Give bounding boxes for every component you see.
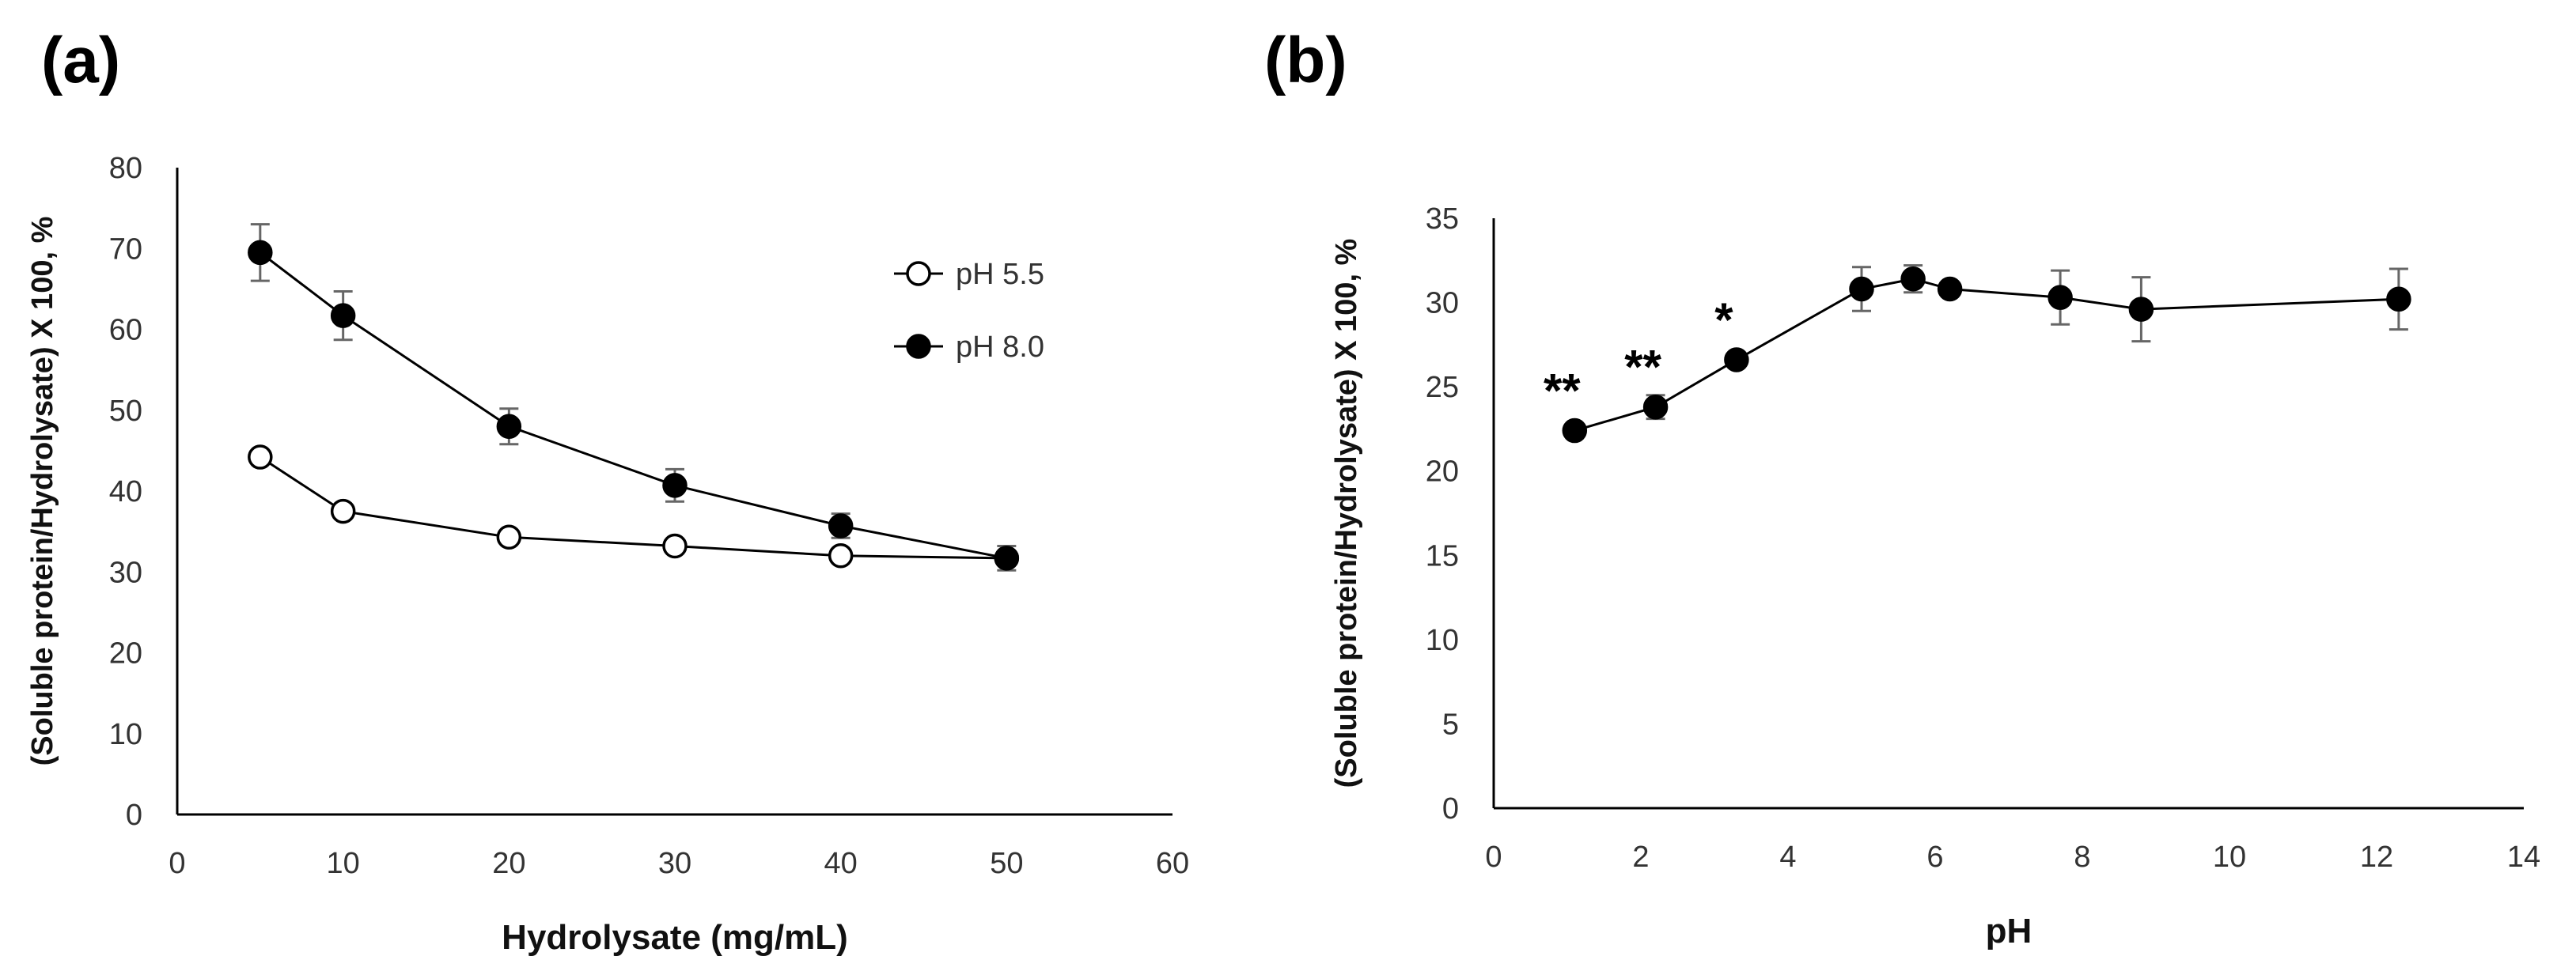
x-axis-title: pH — [1986, 912, 2032, 950]
y-tick-label: 0 — [1442, 792, 1459, 826]
significance-marker: * — [1714, 293, 1733, 346]
y-tick-label: 10 — [109, 718, 142, 751]
legend-label: pH 5.5 — [956, 258, 1044, 291]
x-axis-title: Hydrolysate (mg/mL) — [502, 918, 848, 957]
data-point-filled — [662, 473, 688, 498]
y-tick-label: 70 — [109, 232, 142, 266]
data-point-open — [496, 524, 522, 550]
y-tick-label: 0 — [126, 799, 142, 832]
data-point-filled — [1849, 276, 1874, 302]
data-point-open — [828, 543, 854, 569]
chart-panel-b: (b) 0 5 10 15 20 25 30 35 0 2 4 6 8 10 12 14 pH (Soluble p… — [1264, 25, 2540, 950]
series-1 — [1562, 264, 2411, 444]
series-line — [259, 455, 1007, 560]
data-point-filled — [1724, 347, 1749, 372]
x-tick-label: 8 — [2074, 841, 2090, 874]
y-tick-label: 50 — [109, 395, 142, 428]
x-tick-label: 50 — [990, 847, 1023, 880]
significance-marker: ** — [1544, 365, 1581, 418]
x-tick-label: 4 — [1779, 841, 1796, 874]
y-tick-label: 80 — [109, 152, 142, 185]
data-point-filled — [1642, 394, 1669, 420]
y-tick-label: 25 — [1426, 371, 1459, 404]
legend-item: pH 5.5 — [894, 258, 1044, 291]
x-tick-label: 40 — [824, 847, 858, 880]
x-tick-label: 0 — [1485, 841, 1502, 874]
data-point-filled — [248, 240, 273, 266]
x-tick-label: 10 — [2213, 841, 2246, 874]
y-tick-label: 60 — [109, 314, 142, 347]
y-tick-label: 30 — [1426, 287, 1459, 320]
x-tick-label: 30 — [658, 847, 691, 880]
y-axis-title: (Soluble protein/Hydrolysate) X 100, % — [1330, 239, 1363, 788]
y-tick-label: 20 — [1426, 455, 1459, 489]
y-tick-label: 15 — [1426, 539, 1459, 573]
y-axis-title: (Soluble protein/Hydrolysate) X 100, % — [26, 217, 59, 766]
data-point-filled — [2386, 286, 2411, 312]
series-line — [259, 251, 1007, 560]
data-point-filled — [2048, 285, 2073, 310]
y-tick-label: 30 — [109, 556, 142, 589]
legend-label: pH 8.0 — [956, 331, 1044, 364]
x-tick-label: 60 — [1156, 847, 1189, 880]
y-tick-label: 10 — [1426, 624, 1459, 657]
y-tick-label: 35 — [1426, 202, 1459, 236]
data-point-open — [662, 533, 688, 559]
data-point-filled — [828, 513, 854, 539]
panel-label-a: (a) — [41, 25, 120, 96]
legend-item: pH 8.0 — [894, 331, 1044, 364]
data-point-filled — [330, 303, 356, 328]
data-point-filled — [2128, 297, 2154, 322]
data-point-open — [330, 498, 356, 524]
x-tick-label: 6 — [1926, 841, 1943, 874]
data-point-filled — [1937, 276, 1963, 302]
data-point-filled — [496, 414, 522, 439]
chart-panel-a: (a) 0 10 20 30 40 50 60 70 80 0 10 20 30 40 50 60 Hydroly… — [26, 25, 1189, 957]
y-tick-label: 20 — [109, 637, 142, 671]
x-tick-label: 10 — [327, 847, 360, 880]
panel-label-b: (b) — [1264, 25, 1347, 96]
data-point-open — [248, 444, 273, 470]
x-tick-label: 12 — [2360, 841, 2393, 874]
x-tick-label: 2 — [1632, 841, 1649, 874]
x-tick-label: 0 — [169, 847, 185, 880]
data-point-filled — [1562, 418, 1588, 444]
data-point-filled — [1900, 266, 1926, 292]
y-tick-label: 5 — [1442, 708, 1459, 741]
significance-marker: ** — [1624, 341, 1661, 394]
y-tick-label: 40 — [109, 475, 142, 508]
series-pH-8_0 — [248, 223, 1020, 572]
series-pH-5_5 — [248, 444, 1020, 571]
x-tick-label: 14 — [2507, 841, 2540, 874]
data-point-filled — [994, 546, 1020, 571]
x-tick-label: 20 — [492, 847, 525, 880]
series-line — [1574, 278, 2399, 432]
legend-marker — [906, 334, 931, 359]
legend-marker — [906, 261, 931, 286]
